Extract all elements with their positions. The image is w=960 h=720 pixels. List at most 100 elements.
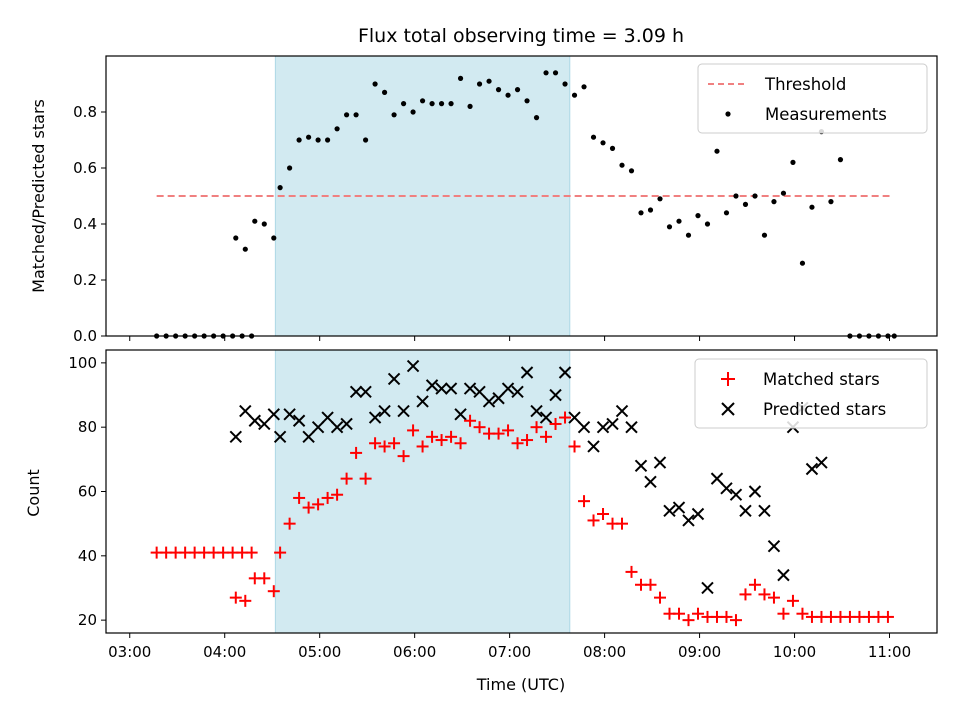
bottom-panel-predicted-points [229,359,828,595]
measurement-point [571,92,578,98]
measurement-point [714,148,720,154]
matched-star-point [350,446,363,459]
predicted-star-point [239,404,252,418]
bottom-panel-shaded-interval [274,349,571,634]
top-legend-measurements-label: Measurements [765,105,887,124]
measurement-point [467,103,473,109]
predicted-star-point [492,392,505,405]
matched-star-point [245,546,258,559]
predicted-star-point [587,440,600,453]
matched-star-point [274,546,287,559]
matched-star-point [407,424,420,437]
measurement-point [723,210,730,216]
top-panel-ylabel: Matched/Predicted stars [29,99,48,293]
bottom-legend-box [694,358,928,429]
measurement-point [657,196,663,202]
top-y-tick-label: 0.0 [73,327,97,345]
measurement-point [809,204,815,210]
matched-star-point [559,411,572,424]
matched-star-point [511,437,524,450]
matched-star-point [720,610,733,623]
measurement-point [271,235,277,241]
top-y-tick-label: 0.4 [73,215,97,233]
predicted-star-point [349,385,363,399]
matched-star-point [597,508,610,521]
predicted-star-point [444,382,458,395]
matched-star-point [258,572,271,585]
bottom-y-tick-label: 100 [68,354,97,372]
matched-star-point [239,594,252,607]
bottom-legend-predicted-label: Predicted stars [763,400,886,419]
x-axis-label: Time (UTC) [476,675,565,694]
predicted-star-point [273,430,287,444]
measurement-point [391,112,397,118]
measurement-point [533,115,540,121]
measurement-point [429,101,435,107]
measurement-point [353,112,359,118]
measurement-point [837,157,844,163]
predicted-star-point [248,414,261,427]
matched-star-point [473,421,486,434]
measurement-point [799,260,806,266]
predicted-star-point [397,404,410,418]
bottom-legend-matched-label: Matched stars [763,370,880,389]
predicted-star-point [634,459,648,472]
predicted-star-point [568,411,581,424]
measurement-point [400,101,407,107]
measurement-point [742,201,749,207]
top-y-tick-label: 0.6 [73,159,97,177]
bottom-panel-frame [105,349,938,634]
bottom-panel-x-ticks: 03:00 04:00 05:00 06:00 07:00 08:00 09:00 10:00… [108,633,911,661]
measurement-point [514,87,521,93]
measurement-point [495,87,502,93]
predicted-star-point [435,382,448,395]
matched-star-point [302,501,315,514]
measurement-point [457,75,464,81]
predicted-star-point [815,456,828,469]
top-legend-threshold-label: Threshold [764,75,846,94]
measurement-point [419,98,426,104]
measurement-point [676,218,682,224]
predicted-star-point [387,372,401,386]
top-panel: 0.00.20.40.60.8 Matched/Predicted stars … [29,55,938,345]
predicted-star-point [425,379,439,392]
measurement-point [828,199,834,205]
x-tick-label: 03:00 [108,643,151,661]
matched-star-point [492,427,505,440]
matched-star-point [502,424,515,437]
matched-star-point [654,591,666,604]
matched-star-point [625,565,638,578]
bottom-legend-matched-swatch [721,372,735,386]
predicted-star-point [258,417,271,431]
x-tick-label: 06:00 [393,643,436,661]
measurement-point [695,213,701,219]
matched-star-point [748,578,761,591]
measurement-point [505,92,511,98]
measurement-point [410,109,416,115]
predicted-star-point [758,504,771,518]
measurement-point [242,246,248,252]
measurement-point [476,81,483,87]
predicted-star-point [615,404,629,418]
measurement-point [628,168,635,174]
measurement-point [780,190,787,196]
matched-star-point [881,610,894,623]
predicted-star-point [739,504,752,518]
predicted-star-point [368,411,382,424]
predicted-star-point [682,514,695,527]
matched-star-point [359,472,372,485]
x-tick-label: 11:00 [868,643,911,661]
predicted-star-point [501,382,515,395]
predicted-star-point [653,456,667,469]
predicted-star-point [321,411,334,424]
measurement-point [486,78,492,84]
measurement-point [761,232,768,238]
matched-star-point [340,472,353,485]
x-tick-label: 05:00 [298,643,341,661]
measurement-point [590,134,597,140]
matched-star-point [378,440,391,453]
measurement-point [581,84,587,90]
matched-star-point [758,588,771,601]
predicted-star-point [625,420,638,434]
predicted-star-point [549,388,562,402]
